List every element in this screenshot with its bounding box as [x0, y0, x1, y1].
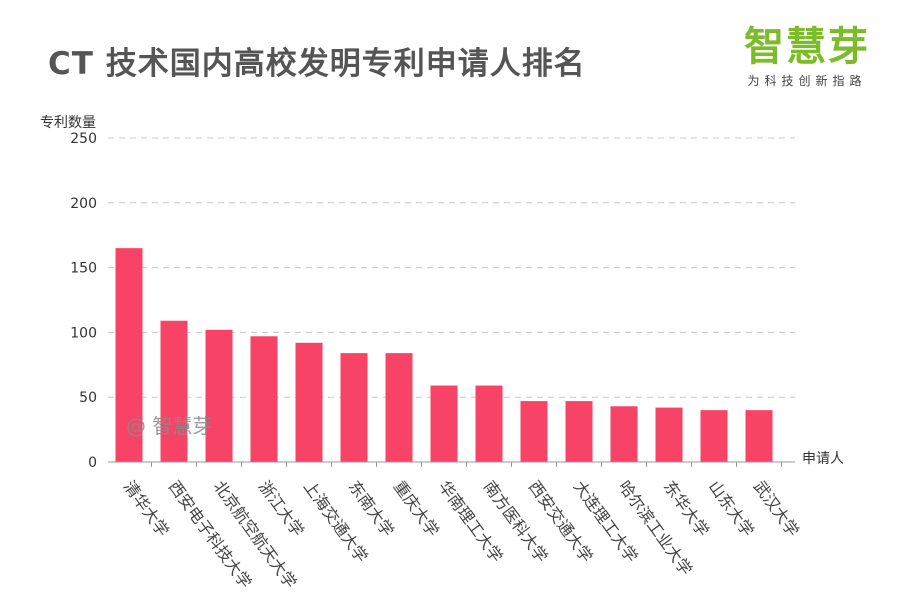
x-axis-label: 申请人	[802, 451, 844, 467]
y-tick-label: 200	[70, 196, 97, 212]
x-tick-label: 武汉大学	[750, 477, 803, 540]
bar	[340, 353, 368, 462]
bars	[115, 248, 773, 462]
x-tick-label: 山东大学	[705, 477, 758, 540]
bar	[295, 342, 323, 462]
bar	[430, 385, 458, 462]
brand-logo: 智慧芽 为科技创新指路	[732, 24, 882, 89]
bar	[700, 410, 728, 462]
bar	[205, 329, 233, 462]
bar	[475, 385, 503, 462]
bar	[160, 320, 188, 462]
y-tick-label: 250	[70, 131, 97, 147]
x-tick-label: 西安电子科技大学	[165, 477, 256, 592]
y-tick-label: 50	[79, 390, 97, 406]
bar	[385, 353, 413, 462]
x-tick-label: 清华大学	[120, 477, 173, 540]
x-tick-label: 重庆大学	[390, 477, 443, 540]
bar	[745, 410, 773, 462]
watermark: @ 智慧芽	[126, 414, 212, 438]
y-tick-label: 100	[70, 325, 97, 341]
x-tick-labels: 清华大学西安电子科技大学北京航空航天大学浙江大学上海交通大学东南大学重庆大学华南…	[120, 477, 803, 592]
bar	[655, 407, 683, 462]
y-tick-label: 150	[70, 261, 97, 277]
bar	[250, 336, 278, 462]
brand-slogan: 为科技创新指路	[747, 74, 867, 88]
bar	[115, 248, 143, 462]
bar	[565, 401, 593, 462]
chart-title: CT 技术国内高校发明专利申请人排名	[48, 46, 586, 82]
y-axis-label: 专利数量	[40, 115, 96, 131]
brand-name: 智慧芽	[744, 24, 870, 70]
bar	[520, 401, 548, 462]
x-tick-marks	[151, 462, 782, 467]
y-tick-labels: 0 50 100 150 200 250	[70, 131, 97, 471]
bar	[610, 406, 638, 462]
x-tick-label: 北京航空航天大学	[210, 477, 301, 592]
y-tick-label: 0	[88, 455, 97, 471]
